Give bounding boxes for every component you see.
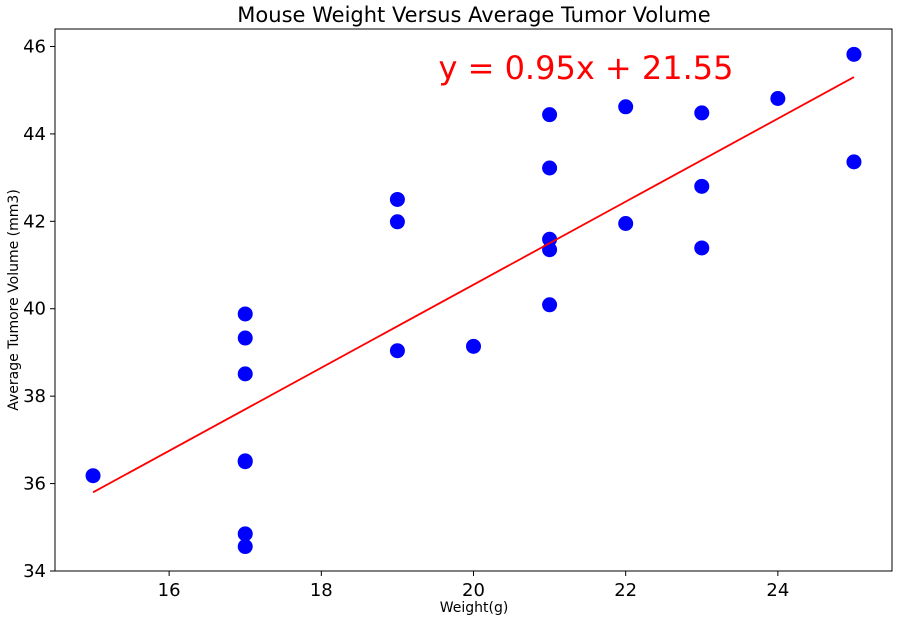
x-tick-label: 20 — [462, 580, 485, 601]
y-tick-label: 42 — [23, 211, 46, 232]
data-point — [694, 178, 710, 194]
chart-title: Mouse Weight Versus Average Tumor Volume — [237, 3, 710, 27]
y-tick-label: 44 — [23, 124, 46, 145]
data-point — [237, 454, 253, 470]
y-axis-label: Average Tumore Volume (mm3) — [6, 189, 22, 411]
plot-frame — [54, 28, 893, 572]
plot-area: 16 18 20 22 24 34 36 38 40 42 44 46 — [23, 28, 893, 601]
y-tick-label: 34 — [23, 561, 46, 582]
data-point — [542, 107, 558, 123]
data-point — [618, 99, 634, 115]
x-tick-label: 22 — [614, 580, 637, 601]
data-point — [237, 330, 253, 346]
data-point — [389, 343, 405, 359]
data-point — [389, 214, 405, 230]
data-point — [770, 90, 786, 106]
data-point — [694, 240, 710, 256]
x-tick-label: 18 — [310, 580, 333, 601]
y-tick-label: 36 — [23, 474, 46, 495]
data-point — [237, 306, 253, 322]
regression-line — [92, 76, 855, 494]
data-point — [694, 105, 710, 121]
y-tick-label: 46 — [23, 36, 46, 57]
data-point — [618, 216, 634, 232]
x-axis-label: Weight(g) — [440, 600, 509, 616]
data-point — [542, 231, 558, 247]
y-tick-label: 38 — [23, 386, 46, 407]
data-point — [846, 154, 862, 170]
data-point — [542, 160, 558, 176]
data-point — [237, 539, 253, 555]
y-tick-label: 40 — [23, 299, 46, 320]
x-tick-label: 24 — [766, 580, 789, 601]
data-point — [542, 242, 558, 258]
data-point — [846, 46, 862, 62]
data-point — [542, 297, 558, 313]
data-point — [389, 191, 405, 207]
data-point — [466, 338, 481, 354]
data-point — [237, 366, 253, 382]
data-point — [237, 526, 253, 542]
x-tick-label: 16 — [158, 580, 181, 601]
data-point — [85, 468, 101, 484]
regression-equation: y = 0.95x + 21.55 — [438, 49, 733, 87]
